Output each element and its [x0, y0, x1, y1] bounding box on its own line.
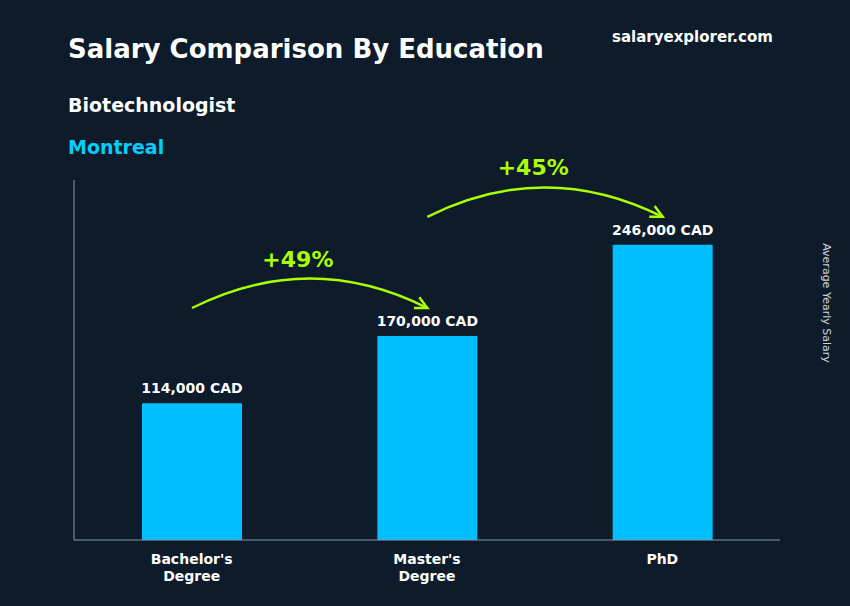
svg-text:246,000 CAD: 246,000 CAD	[612, 222, 713, 238]
svg-text:+49%: +49%	[262, 247, 333, 272]
svg-text:170,000 CAD: 170,000 CAD	[377, 313, 478, 329]
html-text:Salary Comparison By Education: Salary Comparison By Education	[68, 34, 544, 64]
svg-text:+45%: +45%	[498, 155, 569, 180]
html-text:Montreal: Montreal	[68, 136, 165, 158]
html-text:salaryexplorer.com: salaryexplorer.com	[612, 28, 773, 46]
svg-text:Master'sDegree: Master'sDegree	[393, 551, 460, 584]
html-text:Biotechnologist: Biotechnologist	[68, 94, 236, 116]
svg-text:PhD: PhD	[646, 551, 678, 567]
svg-text:114,000 CAD: 114,000 CAD	[141, 380, 242, 396]
svg-text:Bachelor'sDegree: Bachelor'sDegree	[151, 551, 233, 584]
html-text:Average Yearly Salary: Average Yearly Salary	[819, 243, 833, 363]
